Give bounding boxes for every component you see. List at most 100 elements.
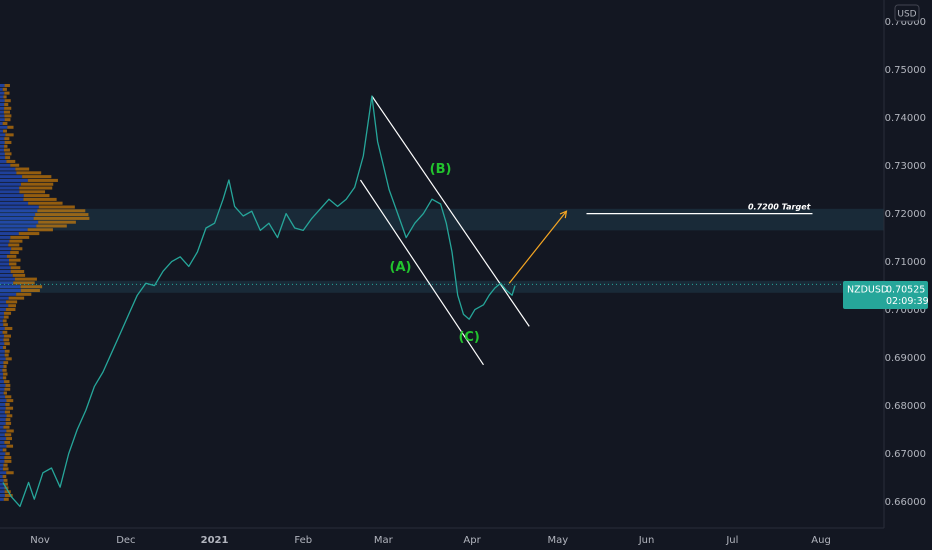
vp-bar-down (15, 167, 30, 171)
vp-bar-up (0, 175, 23, 179)
vp-bar-up (0, 323, 4, 327)
vp-bar-down (5, 395, 12, 399)
vp-bar-down (6, 414, 13, 418)
vp-bar-down (4, 84, 10, 88)
vp-bar-up (0, 304, 9, 308)
time-tick-label: Jul (725, 535, 738, 546)
vp-bar-down (3, 148, 10, 152)
vp-bar-down (5, 418, 11, 422)
vp-bar-down (27, 178, 58, 182)
vp-bar-down (13, 281, 35, 285)
currency-button[interactable]: USD (894, 4, 920, 22)
vp-bar-down (4, 140, 12, 144)
vp-bar-down (10, 235, 30, 239)
vp-bar-up (0, 84, 5, 88)
vp-bar-up (0, 262, 10, 266)
vp-bar-up (0, 171, 17, 175)
vp-bar-down (36, 224, 67, 228)
vp-bar-up (0, 182, 22, 186)
channel-line (359, 179, 484, 366)
vp-bar-up (0, 486, 5, 490)
vp-bar-up (0, 311, 4, 315)
currency-button-frame (894, 4, 920, 22)
vp-bar-up (0, 140, 5, 144)
vp-bar-up (0, 258, 9, 262)
vp-bar-up (0, 228, 28, 232)
vp-bar-down (5, 402, 10, 406)
vp-bar-down (3, 95, 7, 99)
vp-bar-up (0, 421, 6, 425)
channel-line (371, 95, 530, 327)
price-axis[interactable]: 0.76000 0.75000 0.74000 0.73000 0.72000 0.710… (885, 17, 926, 508)
vp-bar-down (4, 342, 10, 346)
vp-bar-up (0, 475, 3, 479)
price-tick-label: 0.68000 (885, 401, 926, 412)
time-tick-label: May (548, 535, 569, 546)
vp-bar-up (0, 125, 8, 129)
vp-bar-down (2, 330, 8, 334)
vp-bar-up (0, 490, 5, 494)
vp-bar-up (0, 338, 4, 342)
vp-bar-up (0, 224, 37, 228)
vp-bar-down (5, 156, 11, 160)
vp-bar-up (0, 497, 4, 501)
vp-bar-down (4, 99, 11, 103)
vp-bar-down (7, 125, 14, 129)
time-axis[interactable]: Nov Dec 2021 Feb Mar Apr May Jun Jul Aug (30, 535, 831, 546)
vp-bar-up (0, 220, 39, 224)
vp-bar-up (0, 448, 3, 452)
price-tick-label: 0.66000 (885, 497, 926, 508)
vp-bar-up (0, 315, 4, 319)
vp-bar-up (0, 330, 3, 334)
vp-bar-down (3, 425, 10, 429)
highlight-zones (0, 208, 884, 293)
vp-bar-down (18, 232, 40, 236)
vp-bar-down (12, 273, 26, 277)
vp-bar-down (6, 471, 14, 475)
vp-bar-up (0, 178, 28, 182)
vp-bar-down (4, 349, 10, 353)
vp-bar-down (23, 194, 50, 198)
price-tick-label: 0.73000 (885, 161, 926, 172)
vp-bar-down (4, 144, 8, 148)
vp-bar-up (0, 494, 5, 498)
vp-bar-up (0, 106, 5, 110)
vp-bar-up (0, 251, 11, 255)
price-tick-label: 0.70000 (885, 305, 926, 316)
vp-bar-down (9, 262, 17, 266)
vp-bar-up (0, 368, 3, 372)
vp-bar-down (4, 326, 13, 331)
time-tick-label: Apr (463, 535, 481, 546)
vp-bar-up (0, 482, 4, 486)
vp-bar-down (19, 186, 53, 190)
vp-bar-down (3, 463, 8, 467)
vp-bar-up (0, 163, 11, 167)
highlight-zone (0, 208, 884, 231)
vp-bar-up (0, 201, 29, 205)
price-tick-label: 0.76000 (885, 17, 926, 28)
vp-bar-down (3, 467, 9, 471)
vp-bar-up (0, 357, 6, 361)
vp-bar-down (11, 247, 23, 251)
vp-bar-up (0, 216, 34, 220)
vp-bar-down (10, 163, 20, 167)
vp-bar-down (4, 91, 10, 95)
vp-bar-up (0, 289, 21, 293)
time-tick-label: Aug (811, 535, 831, 546)
vp-bar-up (0, 87, 3, 91)
vp-bar-down (19, 190, 46, 194)
vp-bar-down (5, 357, 12, 361)
time-tick-label: Jun (638, 535, 655, 546)
price-badge-bg (843, 281, 928, 309)
vp-bar-up (0, 433, 5, 437)
vp-bar-down (2, 368, 7, 372)
badge-price: 0.70525 (886, 285, 925, 296)
vp-bar-down (4, 433, 12, 437)
vp-bar-down (4, 387, 11, 391)
price-series-line (2, 95, 516, 508)
vp-bar-down (21, 182, 54, 186)
vp-bar-up (0, 444, 7, 448)
vp-bar-up (0, 121, 3, 126)
last-price-badge: NZDUSD 0.70525 02:09:39 (843, 281, 929, 309)
